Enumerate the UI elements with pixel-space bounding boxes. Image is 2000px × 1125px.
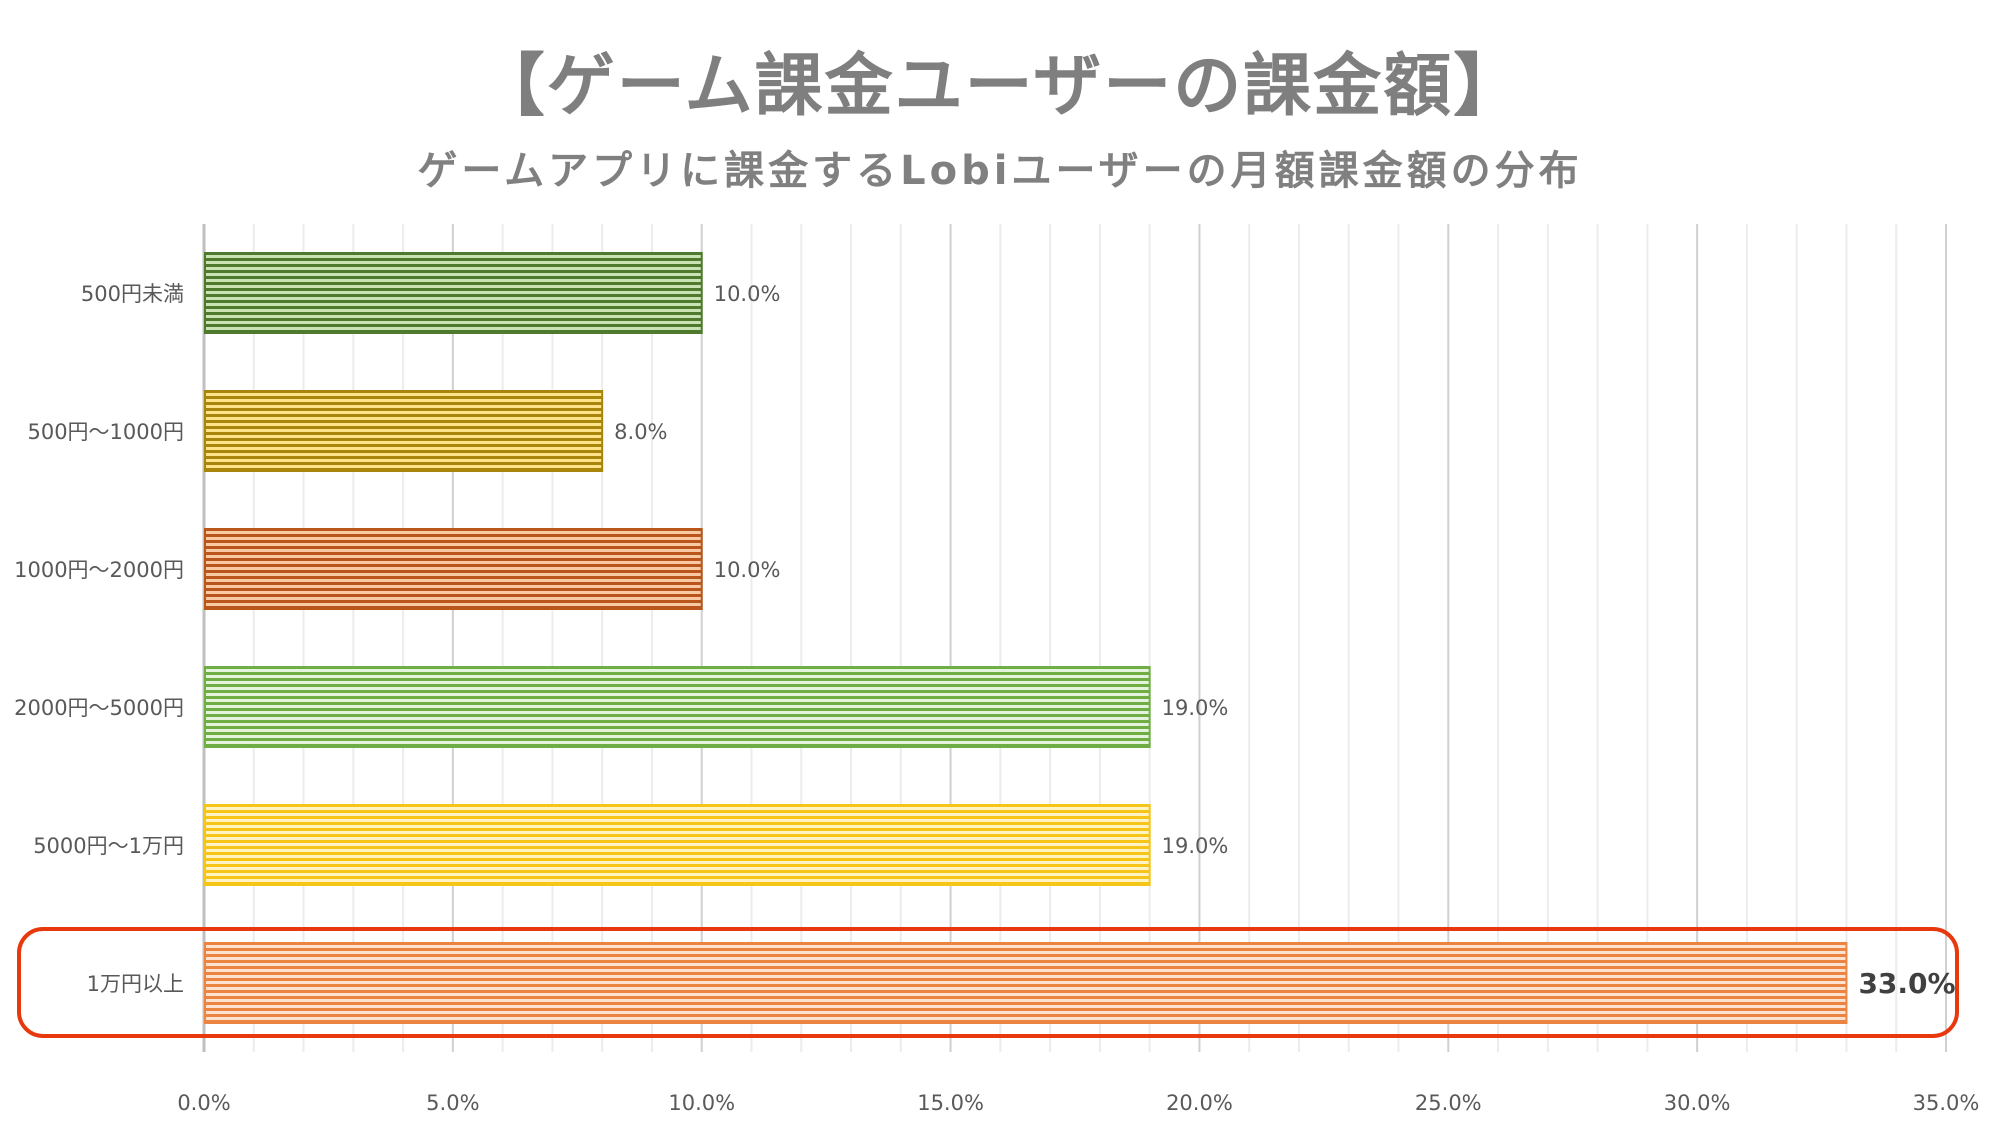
x-tick-label: 0.0% (177, 1091, 230, 1115)
bar (204, 942, 1848, 1024)
category-label: 1万円以上 (87, 972, 184, 996)
category-label: 2000円～5000円 (14, 696, 184, 720)
x-tick-label: 30.0% (1664, 1091, 1731, 1115)
bar (204, 252, 703, 334)
data-label: 33.0% (1858, 967, 1955, 1000)
data-label: 19.0% (1162, 696, 1229, 720)
x-tick-label: 25.0% (1415, 1091, 1482, 1115)
highlight-box (17, 927, 1959, 1038)
bar (204, 666, 1151, 748)
data-label: 8.0% (614, 420, 667, 444)
bar (204, 528, 703, 610)
bar (204, 804, 1151, 886)
data-label: 10.0% (714, 558, 781, 582)
x-tick-label: 15.0% (917, 1091, 984, 1115)
chart-title: 【ゲーム課金ユーザーの課金額】 (476, 47, 1524, 126)
category-label: 1000円～2000円 (14, 558, 184, 582)
x-tick-label: 10.0% (668, 1091, 735, 1115)
data-label: 19.0% (1162, 834, 1229, 858)
category-label: 5000円～1万円 (33, 834, 184, 858)
x-tick-label: 20.0% (1166, 1091, 1233, 1115)
chart-subtitle: ゲームアプリに課金するLobiユーザーの月額課金額の分布 (417, 148, 1583, 194)
x-tick-label: 5.0% (426, 1091, 479, 1115)
bar (204, 390, 604, 472)
data-label: 10.0% (714, 282, 781, 306)
category-label: 500円未満 (81, 282, 184, 306)
x-tick-label: 35.0% (1913, 1091, 1980, 1115)
category-label: 500円～1000円 (27, 420, 184, 444)
